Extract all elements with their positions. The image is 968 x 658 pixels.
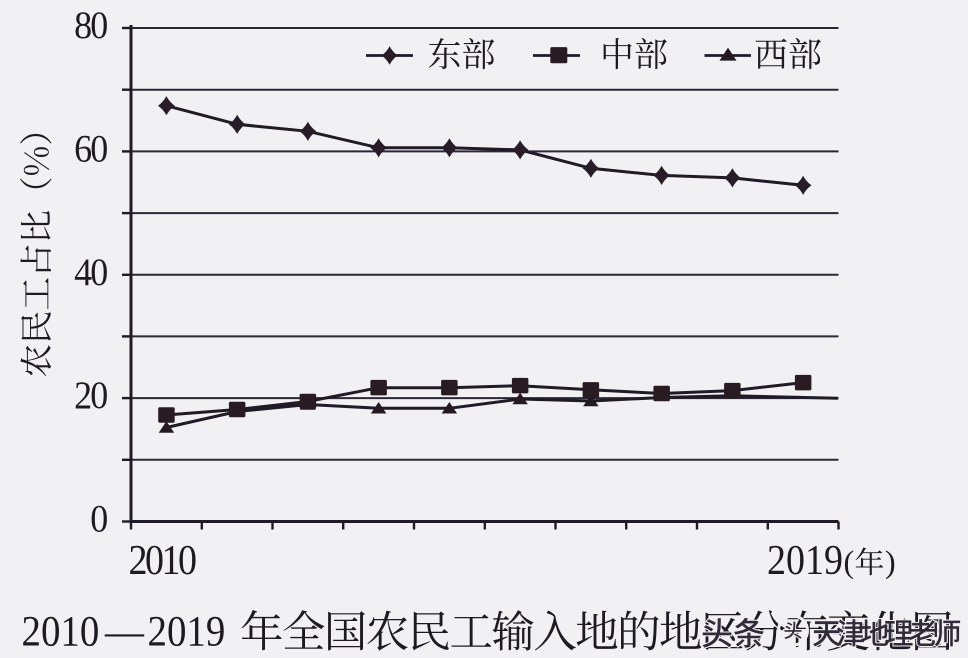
svg-text:(: ( [844,544,855,580]
svg-text:2019: 2019 [767,536,843,583]
svg-text:2010: 2010 [129,536,197,583]
svg-text:80: 80 [74,5,107,48]
svg-text:0: 0 [90,498,107,541]
svg-text:): ) [885,544,896,580]
svg-text:2010: 2010 [22,607,100,655]
svg-text:2019: 2019 [148,607,226,655]
svg-text:—: — [104,607,145,655]
svg-text:60: 60 [74,128,107,171]
svg-text:40: 40 [74,252,107,295]
svg-text:20: 20 [74,375,107,418]
